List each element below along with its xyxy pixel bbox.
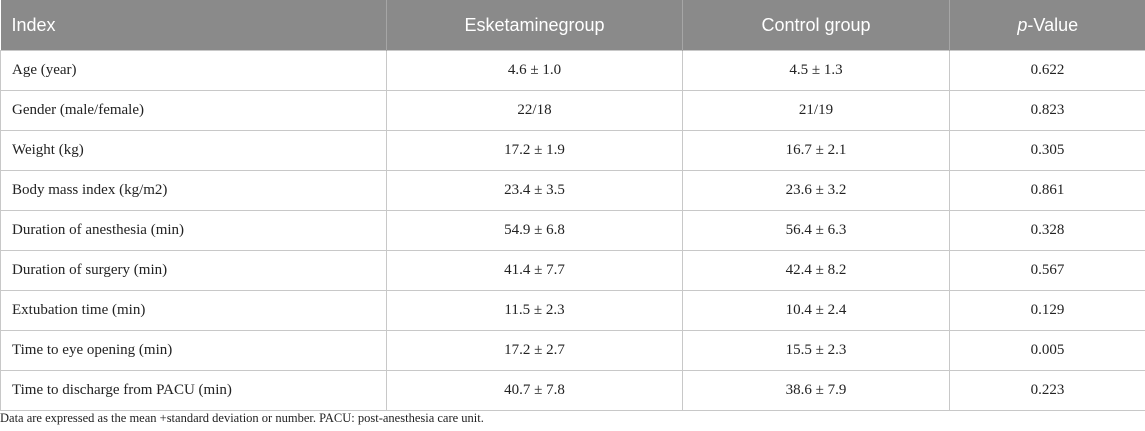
table-row: Body mass index (kg/m2) 23.4 ± 3.5 23.6 … xyxy=(0,170,1145,211)
header-p-suffix: -Value xyxy=(1027,14,1079,35)
row-index-cell: Duration of surgery (min) xyxy=(0,250,387,291)
row-index-cell: Gender (male/female) xyxy=(0,90,387,131)
p-value-cell: 0.328 xyxy=(949,210,1145,251)
table-body: Age (year) 4.6 ± 1.0 4.5 ± 1.3 0.622 Gen… xyxy=(0,50,1145,411)
p-value-cell: 0.223 xyxy=(949,370,1145,411)
header-p-italic: p xyxy=(1017,14,1028,35)
table-footnote: Data are expressed as the mean +standard… xyxy=(0,411,484,425)
table-row: Time to eye opening (min) 17.2 ± 2.7 15.… xyxy=(0,330,1145,371)
header-row: Index Esketaminegroup Control group p-Va… xyxy=(0,0,1145,51)
p-value-cell: 0.622 xyxy=(949,50,1145,91)
row-index-cell: Time to discharge from PACU (min) xyxy=(0,370,387,411)
table-row: Time to discharge from PACU (min) 40.7 ±… xyxy=(0,370,1145,411)
esketamine-value-cell: 17.2 ± 1.9 xyxy=(386,130,683,171)
table-row: Duration of surgery (min) 41.4 ± 7.7 42.… xyxy=(0,250,1145,291)
control-value-cell: 42.4 ± 8.2 xyxy=(682,250,950,291)
esketamine-value-cell: 23.4 ± 3.5 xyxy=(386,170,683,211)
table-row: Age (year) 4.6 ± 1.0 4.5 ± 1.3 0.622 xyxy=(0,50,1145,91)
control-value-cell: 21/19 xyxy=(682,90,950,131)
p-value-cell: 0.305 xyxy=(949,130,1145,171)
row-index-cell: Duration of anesthesia (min) xyxy=(0,210,387,251)
esketamine-value-cell: 22/18 xyxy=(386,90,683,131)
p-value-cell: 0.823 xyxy=(949,90,1145,131)
esketamine-value-cell: 41.4 ± 7.7 xyxy=(386,250,683,291)
row-index-cell: Age (year) xyxy=(0,50,387,91)
p-value-cell: 0.129 xyxy=(949,290,1145,331)
control-value-cell: 15.5 ± 2.3 xyxy=(682,330,950,371)
row-index-cell: Body mass index (kg/m2) xyxy=(0,170,387,211)
row-index-cell: Time to eye opening (min) xyxy=(0,330,387,371)
table-row: Gender (male/female) 22/18 21/19 0.823 xyxy=(0,90,1145,131)
header-index: Index xyxy=(0,0,387,51)
control-value-cell: 56.4 ± 6.3 xyxy=(682,210,950,251)
header-p-value: p-Value xyxy=(949,0,1145,51)
p-value-cell: 0.861 xyxy=(949,170,1145,211)
p-value-cell: 0.567 xyxy=(949,250,1145,291)
table-row: Duration of anesthesia (min) 54.9 ± 6.8 … xyxy=(0,210,1145,251)
esketamine-value-cell: 17.2 ± 2.7 xyxy=(386,330,683,371)
esketamine-value-cell: 11.5 ± 2.3 xyxy=(386,290,683,331)
control-value-cell: 4.5 ± 1.3 xyxy=(682,50,950,91)
control-value-cell: 10.4 ± 2.4 xyxy=(682,290,950,331)
control-value-cell: 16.7 ± 2.1 xyxy=(682,130,950,171)
row-index-cell: Weight (kg) xyxy=(0,130,387,171)
data-table: Index Esketaminegroup Control group p-Va… xyxy=(0,0,1145,411)
esketamine-value-cell: 54.9 ± 6.8 xyxy=(386,210,683,251)
control-value-cell: 38.6 ± 7.9 xyxy=(682,370,950,411)
row-index-cell: Extubation time (min) xyxy=(0,290,387,331)
table-row: Weight (kg) 17.2 ± 1.9 16.7 ± 2.1 0.305 xyxy=(0,130,1145,171)
p-value-cell: 0.005 xyxy=(949,330,1145,371)
header-control-group: Control group xyxy=(682,0,950,51)
table-row: Extubation time (min) 11.5 ± 2.3 10.4 ± … xyxy=(0,290,1145,331)
esketamine-value-cell: 40.7 ± 7.8 xyxy=(386,370,683,411)
esketamine-value-cell: 4.6 ± 1.0 xyxy=(386,50,683,91)
control-value-cell: 23.6 ± 3.2 xyxy=(682,170,950,211)
header-esketamine-group: Esketaminegroup xyxy=(386,0,683,51)
table-header: Index Esketaminegroup Control group p-Va… xyxy=(0,0,1145,51)
